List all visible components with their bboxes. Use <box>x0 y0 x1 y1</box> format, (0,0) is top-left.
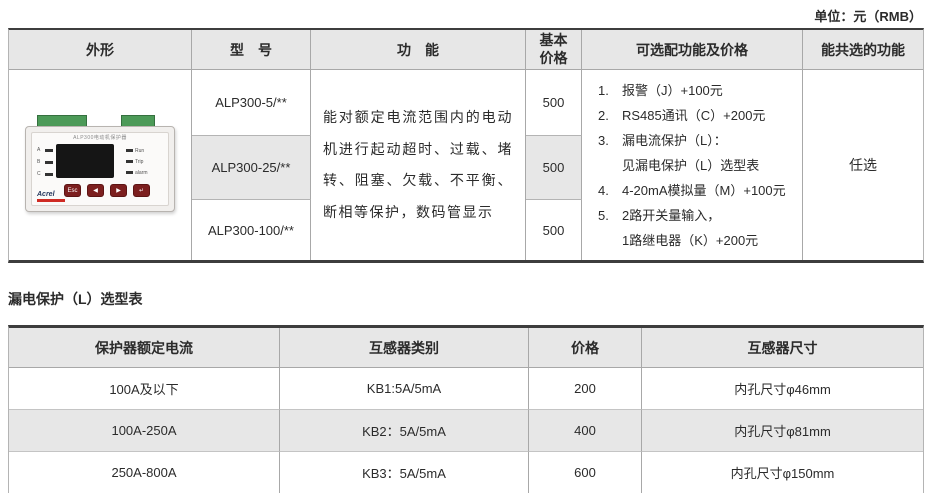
model-cell-1: ALP300-5/** <box>192 70 311 136</box>
leakage-col-header-ct-size: 互感器尺寸 <box>642 328 923 368</box>
phase-a-label: A <box>37 147 41 153</box>
trip-label: Trip <box>135 158 144 165</box>
optional-line-text: RS485通讯（C）+200元 <box>622 107 766 123</box>
optional-line-number: 3. <box>598 132 609 148</box>
optional-line-1: 1. 报警（J）+100元 <box>598 78 723 103</box>
device-image: ALP300电动机保护器 A B C Run Trip alarm <box>25 115 175 215</box>
col-header-appearance: 外形 <box>9 30 192 70</box>
optional-line-text: 报警（J）+100元 <box>622 82 723 98</box>
optional-line-5: 4. 4-20mA模拟量（M）+100元 <box>598 178 786 203</box>
phase-c-label: C <box>37 171 41 177</box>
optional-line-text: 漏电流保护（L）： <box>622 132 727 148</box>
optional-line-number: 2. <box>598 107 609 123</box>
optional-line-7: 1路继电器（K）+200元 <box>598 228 758 253</box>
optional-line-number <box>598 228 622 253</box>
optional-line-text: 2路开关量输入， <box>622 207 721 223</box>
leakage-row1-ct-type: KB1:5A/5mA <box>280 368 529 410</box>
model-cell-2: ALP300-25/** <box>192 136 311 200</box>
acrel-logo-bar <box>37 199 65 202</box>
optional-line-number <box>598 153 622 178</box>
leakage-row3-price: 600 <box>529 452 642 493</box>
phase-a-led-icon <box>45 148 53 152</box>
appearance-cell: ALP300电动机保护器 A B C Run Trip alarm <box>9 70 192 260</box>
col-header-function: 功 能 <box>311 30 526 70</box>
base-price-cell-1: 500 <box>526 70 582 136</box>
alarm-label: alarm <box>135 169 148 176</box>
alarm-led-icon <box>126 171 133 174</box>
optional-line-text: 1路继电器（K）+200元 <box>622 232 759 248</box>
status-label-column: Run Trip alarm <box>126 145 148 178</box>
leakage-row3-rated-current: 250A-800A <box>9 452 280 493</box>
run-label: Run <box>135 147 145 154</box>
leakage-selection-table: 保护器额定电流 互感器类别 价格 互感器尺寸 100A及以下 KB1:5A/5m… <box>8 325 924 493</box>
optional-line-text: 4-20mA模拟量（M）+100元 <box>622 182 786 198</box>
model-cell-3: ALP300-100/** <box>192 200 311 260</box>
leakage-row3-ct-type: KB3：5A/5mA <box>280 452 529 493</box>
co-select-cell: 任选 <box>803 70 923 260</box>
phase-b-led-icon <box>45 160 53 164</box>
col-header-model: 型 号 <box>192 30 311 70</box>
function-cell: 能对额定电流范围内的电动机进行起动超时、过载、堵转、阻塞、欠载、不平衡、断相等保… <box>311 70 526 260</box>
optional-line-number: 1. <box>598 82 609 98</box>
optional-line-6: 5. 2路开关量输入， <box>598 203 720 228</box>
optional-line-4: 见漏电保护（L）选型表 <box>598 153 759 178</box>
optional-line-number: 5. <box>598 207 609 223</box>
leakage-col-header-rated-current: 保护器额定电流 <box>9 328 280 368</box>
leakage-row1-price: 200 <box>529 368 642 410</box>
leakage-table-title: 漏电保护（L）选型表 <box>8 291 143 307</box>
col-header-optional: 可选配功能及价格 <box>582 30 803 70</box>
leakage-col-header-price: 价格 <box>529 328 642 368</box>
acrel-logo: Acrel <box>37 191 55 198</box>
trip-led-icon <box>126 160 133 163</box>
optional-line-text: 见漏电保护（L）选型表 <box>622 157 760 173</box>
phase-b-label: B <box>37 159 41 165</box>
device-display-screen <box>56 144 114 178</box>
unit-label: 单位：元（RMB） <box>814 9 922 24</box>
product-selection-table: 外形 型 号 功 能 基本 价格 可选配功能及价格 能共选的功能 ALP300电… <box>8 28 924 263</box>
base-price-cell-3: 500 <box>526 200 582 260</box>
leakage-row2-ct-size: 内孔尺寸φ81mm <box>642 410 923 452</box>
leakage-row1-rated-current: 100A及以下 <box>9 368 280 410</box>
run-led-icon <box>126 149 133 152</box>
leakage-col-header-ct-type: 互感器类别 <box>280 328 529 368</box>
optional-line-number: 4. <box>598 182 609 198</box>
device-button-row: Esc ◀ ▶ ↵ <box>64 184 150 197</box>
right-arrow-button-icon: ▶ <box>110 184 127 197</box>
leakage-row3-ct-size: 内孔尺寸φ150mm <box>642 452 923 493</box>
leakage-row2-rated-current: 100A-250A <box>9 410 280 452</box>
function-text: 能对额定电流范围内的电动机进行起动超时、过载、堵转、阻塞、欠载、不平衡、断相等保… <box>323 109 513 220</box>
device-body: ALP300电动机保护器 A B C Run Trip alarm <box>25 126 175 212</box>
leakage-row1-ct-size: 内孔尺寸φ46mm <box>642 368 923 410</box>
col-header-base-price: 基本 价格 <box>526 30 582 70</box>
optional-features-cell: 1. 报警（J）+100元 2. RS485通讯（C）+200元 3. 漏电流保护（L… <box>582 70 803 260</box>
esc-button-icon: Esc <box>64 184 81 197</box>
col-header-co-select: 能共选的功能 <box>803 30 923 70</box>
phase-led-column: A B C <box>37 144 53 180</box>
leakage-row2-price: 400 <box>529 410 642 452</box>
optional-line-2: 2. RS485通讯（C）+200元 <box>598 103 765 128</box>
optional-line-3: 3. 漏电流保护（L）： <box>598 128 727 153</box>
leakage-row2-ct-type: KB2：5A/5mA <box>280 410 529 452</box>
enter-button-icon: ↵ <box>133 184 150 197</box>
left-arrow-button-icon: ◀ <box>87 184 104 197</box>
device-face: ALP300电动机保护器 A B C Run Trip alarm <box>31 132 169 206</box>
base-price-cell-2: 500 <box>526 136 582 200</box>
phase-c-led-icon <box>45 172 53 176</box>
device-panel-title: ALP300电动机保护器 <box>73 135 127 141</box>
